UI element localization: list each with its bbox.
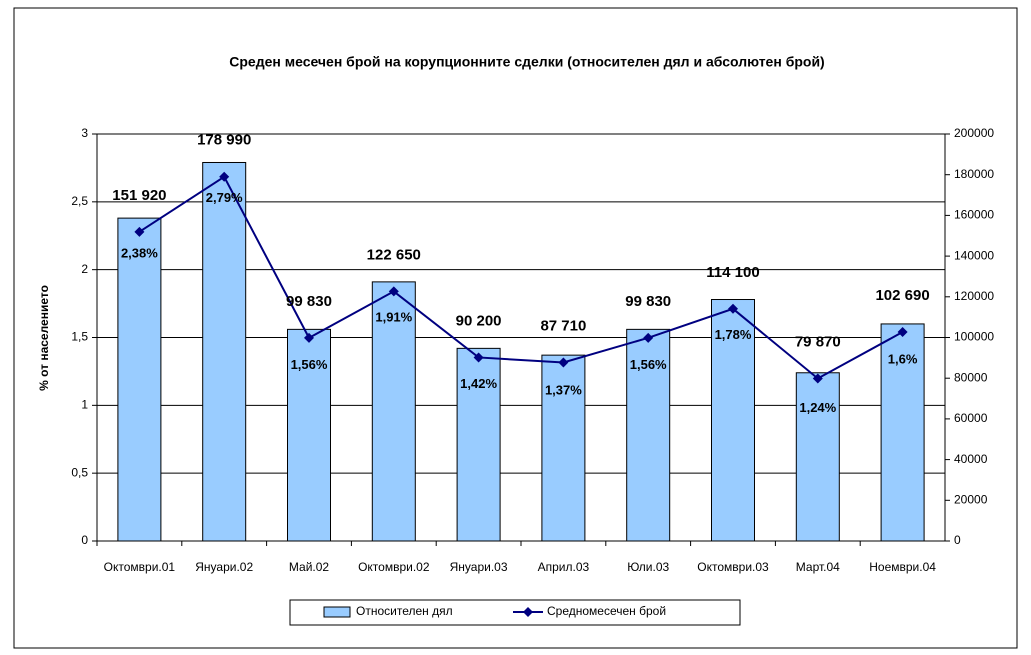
x-tick-label: Май.02: [289, 560, 330, 574]
y2-tick-label: 160000: [954, 208, 994, 222]
x-tick-label: Март.04: [796, 560, 840, 574]
x-tick-label: Юли.03: [627, 560, 669, 574]
line-marker: [812, 373, 823, 384]
y2-tick-label: 60000: [954, 411, 988, 425]
line-marker: [219, 171, 230, 182]
y-tick-label: 1: [81, 398, 88, 412]
line-marker: [473, 352, 484, 363]
y2-tick-label: 140000: [954, 248, 994, 262]
y2-tick-label: 180000: [954, 167, 994, 181]
x-tick-label: Януари.02: [195, 560, 253, 574]
y2-tick-label: 120000: [954, 289, 994, 303]
y-tick-label: 2,5: [71, 194, 88, 208]
line-marker: [134, 226, 145, 237]
y-tick-label: 1,5: [71, 330, 88, 344]
bar-value-label: 1,78%: [715, 327, 752, 342]
bar: [795, 372, 840, 542]
legend-label: Средномесечен брой: [547, 604, 666, 618]
line-value-label: 151 920: [112, 187, 166, 204]
y2-tick-label: 0: [954, 533, 961, 547]
y2-tick-label: 40000: [954, 452, 988, 466]
line-value-label: 122 650: [367, 246, 421, 263]
chart-title: Среден месечен брой на корупционните сде…: [229, 54, 824, 70]
bar: [202, 161, 247, 542]
line-value-label: 90 200: [456, 312, 502, 329]
line-value-label: 99 830: [286, 293, 332, 310]
line-value-label: 114 100: [706, 264, 759, 281]
y2-tick-label: 200000: [954, 126, 994, 140]
bar-value-label: 1,56%: [291, 357, 328, 372]
line-value-label: 79 870: [795, 333, 841, 350]
line: [138, 175, 904, 380]
y-tick-label: 0,5: [71, 465, 88, 479]
line-value-label: 87 710: [540, 317, 586, 334]
bar-value-label: 1,91%: [375, 309, 412, 324]
y-tick-label: 3: [81, 126, 88, 140]
bar: [287, 328, 331, 542]
bar-value-label: 1,56%: [630, 357, 667, 372]
bar-value-label: 1,42%: [460, 376, 497, 391]
x-tick-label: Ноември.04: [869, 560, 936, 574]
bar: [371, 281, 416, 542]
y-tick-label: 2: [81, 262, 88, 276]
x-tick-label: Октомври.03: [697, 560, 769, 574]
bar: [456, 347, 501, 542]
bar: [880, 323, 925, 542]
line-marker: [304, 332, 314, 343]
x-tick-label: Януари.03: [450, 560, 508, 574]
legend-label: Относителен дял: [356, 604, 453, 618]
bar: [626, 328, 671, 542]
line-marker: [897, 327, 908, 338]
bar-value-label: 1,37%: [545, 383, 582, 398]
bar-value-label: 2,79%: [206, 190, 243, 205]
y-tick-label: 0: [81, 533, 88, 547]
bar-value-label: 1,24%: [799, 400, 836, 415]
y2-tick-label: 80000: [954, 370, 988, 384]
bar: [541, 354, 586, 542]
x-tick-label: Октомври.01: [104, 560, 176, 574]
line-marker: [558, 357, 569, 368]
line-marker: [643, 332, 654, 343]
line-value-label: 178 990: [197, 132, 251, 149]
y2-tick-label: 20000: [954, 492, 988, 506]
legend-marker: [523, 607, 533, 617]
bar: [117, 217, 162, 542]
legend-swatch: [323, 606, 351, 618]
x-tick-label: Октомври.02: [358, 560, 430, 574]
x-tick-label: Април.03: [538, 560, 590, 574]
bar: [711, 299, 755, 542]
bar-value-label: 1,6%: [888, 351, 918, 366]
line-value-label: 99 830: [625, 293, 671, 310]
y2-tick-label: 100000: [954, 330, 994, 344]
line-marker: [388, 286, 399, 297]
chart-frame: [13, 7, 1018, 649]
bar-value-label: 2,38%: [121, 246, 158, 261]
line-marker: [728, 303, 738, 314]
y-axis-label: % от населението: [37, 285, 51, 391]
line-value-label: 102 690: [875, 287, 929, 304]
